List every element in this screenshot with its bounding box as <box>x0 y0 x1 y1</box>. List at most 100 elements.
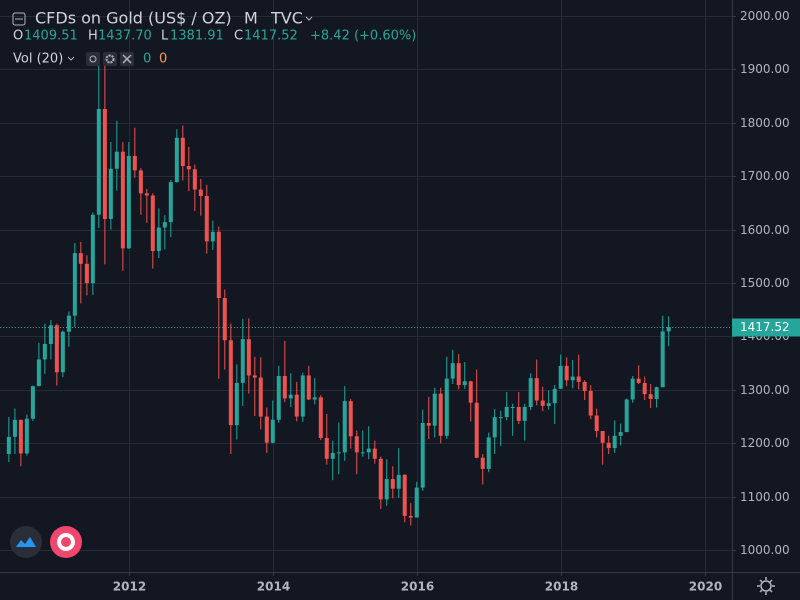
candle-body <box>540 400 545 406</box>
candle-body <box>258 377 263 417</box>
candle-body <box>384 479 389 500</box>
x-tick-label: 2014 <box>257 580 290 594</box>
candle-body <box>486 437 491 469</box>
candle-body <box>408 515 413 518</box>
candle-body <box>192 169 197 190</box>
candle-body <box>36 359 41 387</box>
candle-body <box>564 365 569 381</box>
candle-body <box>414 487 419 518</box>
candle-body <box>132 155 137 171</box>
candle-body <box>546 403 551 406</box>
visibility-button[interactable] <box>86 52 100 66</box>
close-label: C <box>234 29 243 44</box>
high-value: 1437.70 <box>98 29 152 44</box>
candle-body <box>294 394 299 417</box>
candle-body <box>168 182 173 223</box>
candle-body <box>42 343 47 360</box>
candle-body <box>492 417 497 438</box>
candle-body <box>54 325 59 373</box>
candle-body <box>654 387 659 399</box>
volume-chevron[interactable] <box>67 56 75 61</box>
candle-body <box>114 151 119 169</box>
candle-body <box>264 416 269 443</box>
candle-body <box>180 137 185 167</box>
candle-body <box>402 474 407 516</box>
candle-body <box>426 422 431 426</box>
candle-body <box>666 327 671 332</box>
candle-body <box>510 406 515 408</box>
candle-body <box>366 448 371 453</box>
candles <box>6 58 671 526</box>
candle-body <box>216 231 221 299</box>
candle-body <box>360 452 365 454</box>
candle-body <box>138 170 143 194</box>
change-value: +8.42 (+0.60%) <box>310 29 416 44</box>
candle-body <box>528 378 533 407</box>
source-chevron[interactable] <box>305 16 313 21</box>
candle-body <box>276 375 281 420</box>
candle-body <box>474 402 479 458</box>
y-tick-label: 1500.00 <box>740 276 790 290</box>
candle-body <box>204 196 209 242</box>
candle-body <box>378 458 383 500</box>
candle-body <box>648 394 653 399</box>
candle-body <box>390 479 395 489</box>
candle-body <box>126 155 131 249</box>
candle-body <box>6 436 11 454</box>
last-price-label: 1417.52 <box>740 320 790 334</box>
y-tick-label: 1600.00 <box>740 223 790 237</box>
settings-button[interactable] <box>103 52 117 66</box>
candle-body <box>144 193 149 196</box>
candle-body <box>120 151 125 249</box>
candle-body <box>102 108 107 219</box>
tradingview-logo[interactable] <box>10 526 42 558</box>
candle-body <box>552 388 557 404</box>
candle-body <box>432 393 437 426</box>
candle-body <box>150 195 155 252</box>
candle-body <box>108 168 113 219</box>
collapse-icon[interactable] <box>12 12 26 26</box>
interval[interactable]: M <box>244 9 258 28</box>
open-label: O <box>13 29 23 44</box>
candle-body <box>84 263 89 284</box>
symbol-title[interactable]: CFDs on Gold (US$ / OZ) <box>35 9 232 28</box>
candle-body <box>96 108 101 215</box>
last-price-box <box>732 318 800 337</box>
candle-body <box>468 381 473 403</box>
candle-body <box>174 137 179 183</box>
settings-gear[interactable] <box>760 580 772 592</box>
candle-body <box>582 381 587 391</box>
y-tick-label: 1900.00 <box>740 62 790 76</box>
candle-body <box>630 378 635 400</box>
candle-body <box>30 386 35 419</box>
remove-icon <box>122 54 132 64</box>
candle-body <box>534 378 539 401</box>
candle-body <box>480 457 485 469</box>
candle-body <box>588 390 593 416</box>
candle-body <box>228 340 233 426</box>
high-label: H <box>88 29 98 44</box>
candle-body <box>576 376 581 382</box>
candle-body <box>342 401 347 453</box>
settings-gear-teeth <box>757 577 775 595</box>
candle-body <box>12 419 17 437</box>
volume-title[interactable]: Vol (20) <box>13 52 63 67</box>
grid <box>0 0 732 572</box>
open-value: 1409.51 <box>24 29 78 44</box>
candle-body <box>516 406 521 421</box>
candle-body <box>636 378 641 383</box>
candle-body <box>660 331 665 388</box>
candle-body <box>306 375 311 400</box>
candle-body <box>234 382 239 426</box>
x-tick-label: 2012 <box>113 580 146 594</box>
candle-body <box>78 253 83 264</box>
candle-body <box>90 214 95 284</box>
candle-body <box>570 376 575 381</box>
y-tick-label: 1200.00 <box>740 436 790 450</box>
candle-body <box>60 331 65 373</box>
source[interactable]: TVC <box>270 9 303 28</box>
volume-ma-value: 0 <box>159 52 167 67</box>
candle-body <box>324 437 329 459</box>
labels: 1000.001100.001200.001300.001400.001500.… <box>0 9 800 594</box>
candle-body <box>318 397 323 438</box>
